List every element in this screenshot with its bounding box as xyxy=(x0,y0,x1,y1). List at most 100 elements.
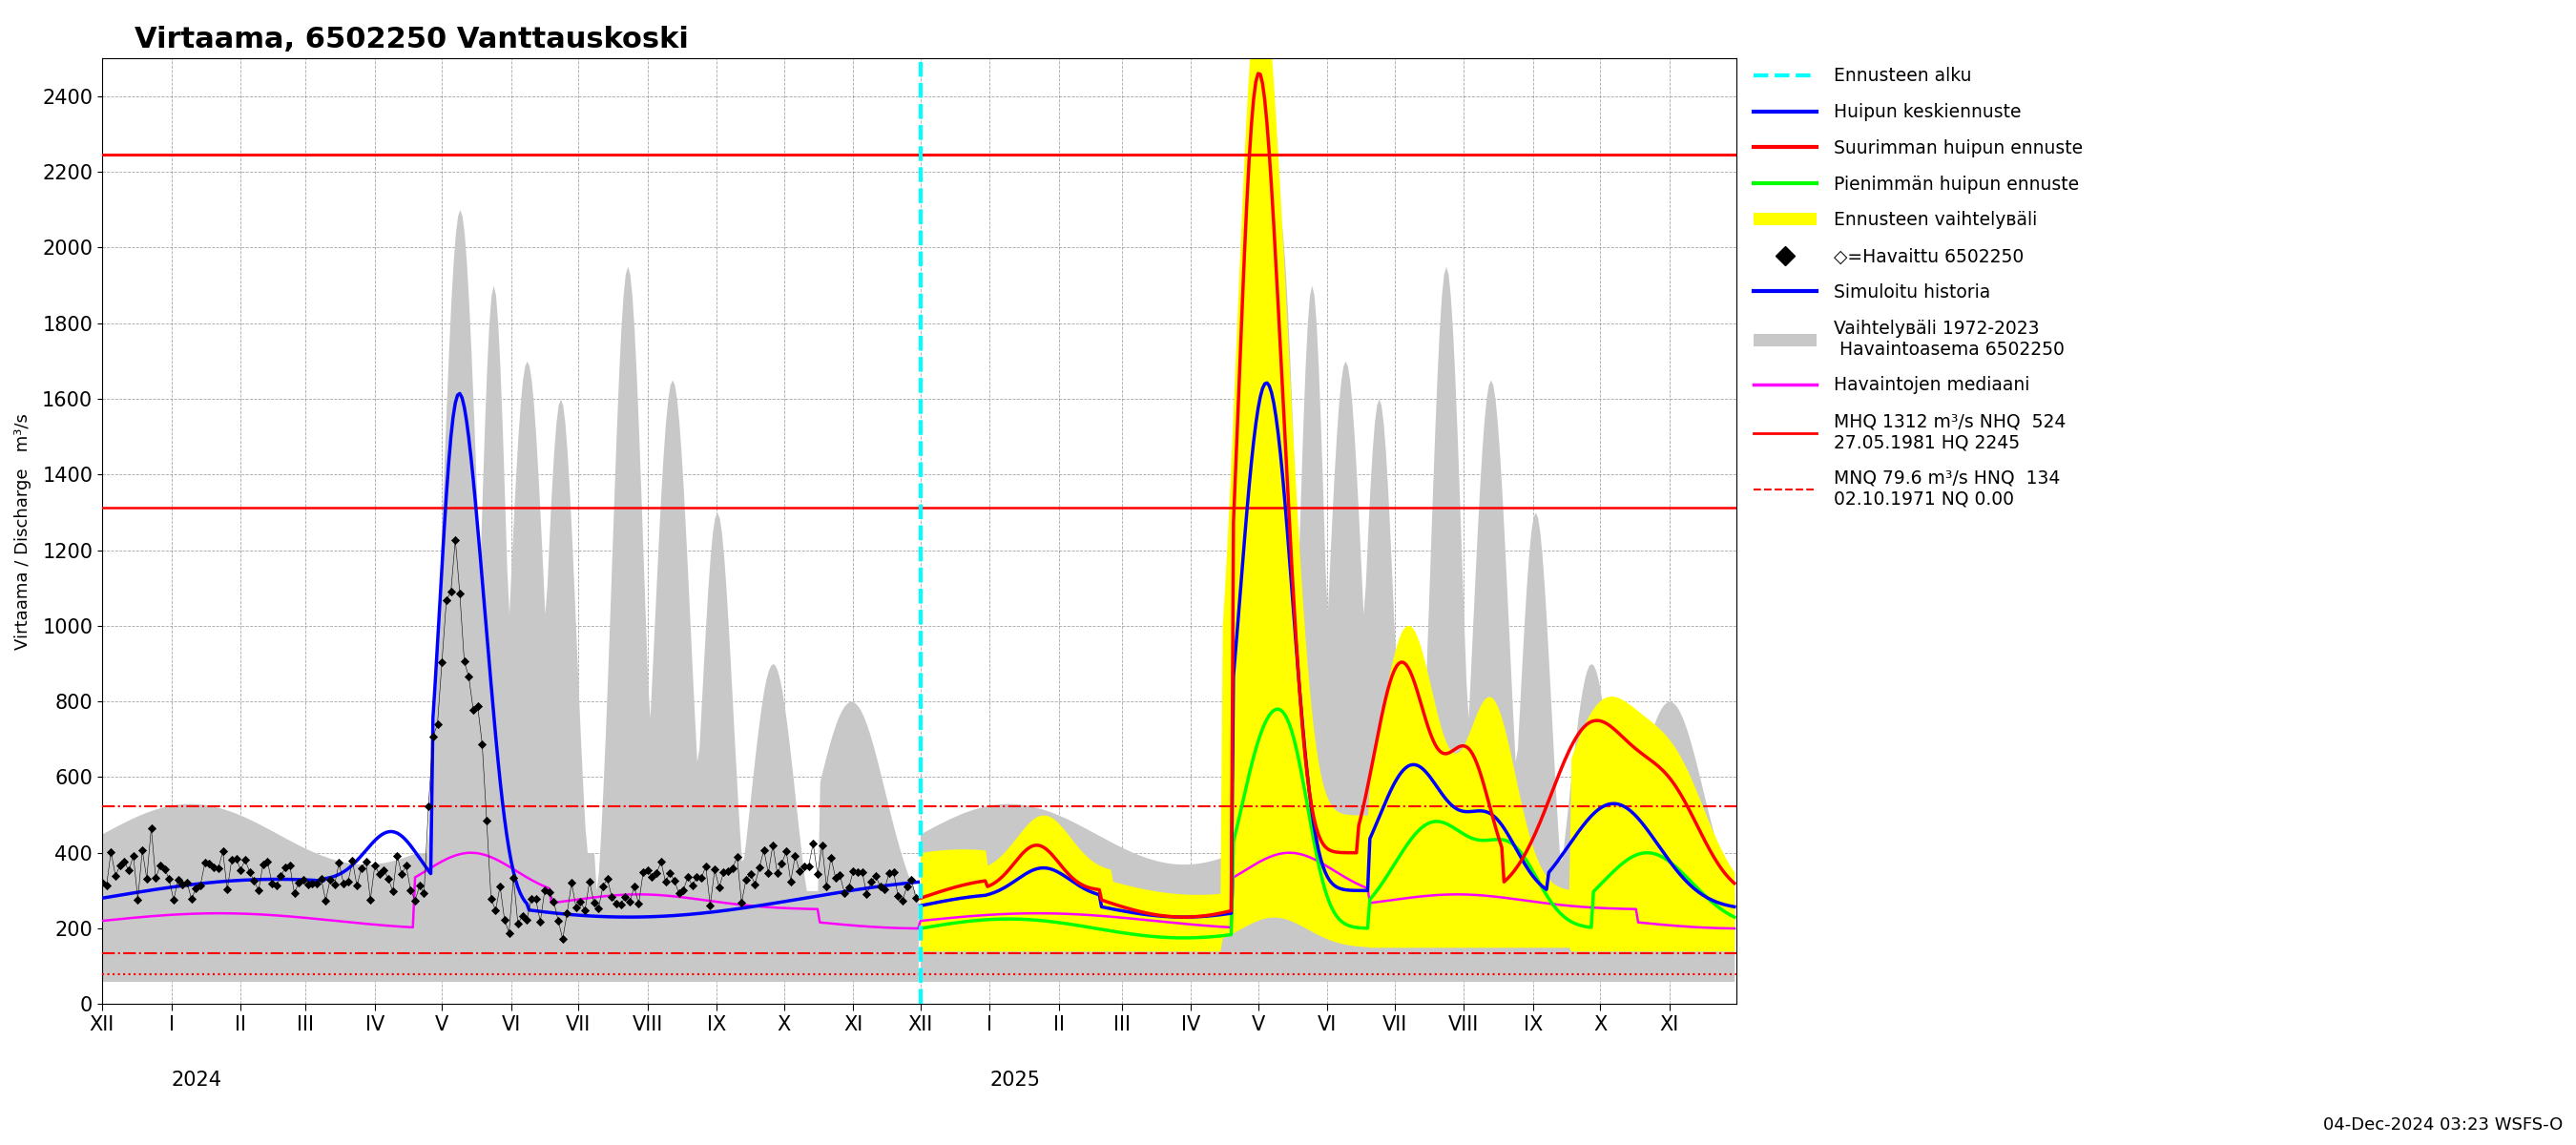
Point xyxy=(801,836,842,854)
Point xyxy=(775,846,817,864)
Point xyxy=(278,874,319,892)
Point xyxy=(551,874,592,892)
Point xyxy=(350,891,392,909)
Point xyxy=(417,716,459,734)
Point xyxy=(82,874,124,892)
Point xyxy=(435,530,477,548)
Point xyxy=(510,890,551,908)
Point xyxy=(376,846,417,864)
Point xyxy=(291,875,332,893)
Point xyxy=(175,879,216,898)
Point xyxy=(371,882,412,900)
Point xyxy=(752,836,793,854)
Point xyxy=(327,872,368,891)
Point xyxy=(587,870,629,889)
Point xyxy=(690,897,732,915)
Point xyxy=(842,863,884,882)
Point xyxy=(144,860,185,878)
Point xyxy=(672,877,714,895)
Point xyxy=(726,870,768,889)
Point xyxy=(216,850,258,868)
Point xyxy=(301,869,343,887)
Point xyxy=(180,876,222,894)
Point xyxy=(538,911,580,930)
Point xyxy=(850,872,891,891)
Point xyxy=(355,856,397,875)
Point xyxy=(255,877,296,895)
Point xyxy=(623,863,665,882)
Point xyxy=(224,851,265,869)
Point xyxy=(873,863,914,882)
Point xyxy=(95,867,137,885)
Point xyxy=(837,863,878,882)
Point xyxy=(744,840,786,859)
Point xyxy=(185,854,227,872)
Point xyxy=(345,852,386,870)
Y-axis label: Virtaama / Discharge   m³/s: Virtaama / Discharge m³/s xyxy=(15,413,31,649)
Point xyxy=(296,875,337,893)
Point xyxy=(577,900,618,918)
Point xyxy=(425,591,466,609)
Point xyxy=(471,890,513,908)
Point xyxy=(613,878,654,897)
Point xyxy=(358,864,399,883)
Point xyxy=(502,907,544,925)
Point xyxy=(234,871,276,890)
Point xyxy=(474,901,515,919)
Point xyxy=(631,868,672,886)
Point xyxy=(340,859,381,877)
Point xyxy=(698,878,739,897)
Point xyxy=(618,894,659,913)
Point xyxy=(314,876,355,894)
Point xyxy=(757,864,799,883)
Point xyxy=(139,856,180,875)
Point xyxy=(626,861,667,879)
Text: Virtaama, 6502250 Vanttauskoski: Virtaama, 6502250 Vanttauskoski xyxy=(134,25,688,54)
Point xyxy=(845,885,886,903)
Point xyxy=(881,891,922,909)
Point xyxy=(878,886,920,905)
Text: 2025: 2025 xyxy=(989,1071,1041,1089)
Point xyxy=(456,697,497,716)
Point xyxy=(636,863,677,882)
Point xyxy=(131,819,173,837)
Point xyxy=(157,870,198,889)
Point xyxy=(422,654,464,672)
Point xyxy=(461,735,502,753)
Point xyxy=(811,848,853,867)
Point xyxy=(819,866,860,884)
Point xyxy=(152,891,193,909)
Point xyxy=(541,930,582,948)
Point xyxy=(507,910,549,929)
Point xyxy=(546,903,587,922)
Point xyxy=(711,859,752,877)
Point xyxy=(412,727,453,745)
Point xyxy=(237,882,278,900)
Point xyxy=(273,884,314,902)
Point xyxy=(729,864,770,883)
Point xyxy=(644,872,685,891)
Point xyxy=(788,858,829,876)
Point xyxy=(229,862,270,881)
Point xyxy=(778,862,819,881)
Point xyxy=(193,858,234,876)
Point xyxy=(600,895,641,914)
Point xyxy=(641,853,683,871)
Point xyxy=(466,811,507,829)
Point xyxy=(770,872,811,891)
Point xyxy=(368,869,410,887)
Point xyxy=(170,890,211,908)
Point xyxy=(564,901,605,919)
Point xyxy=(868,864,909,883)
Point xyxy=(855,867,896,885)
Point xyxy=(677,868,719,886)
Point xyxy=(430,583,471,601)
Point xyxy=(443,653,484,671)
Point xyxy=(407,797,448,815)
Point xyxy=(247,852,289,870)
Point xyxy=(260,867,301,885)
Point xyxy=(747,864,788,883)
Point xyxy=(108,861,149,879)
Point xyxy=(492,869,533,887)
Point xyxy=(167,872,209,891)
